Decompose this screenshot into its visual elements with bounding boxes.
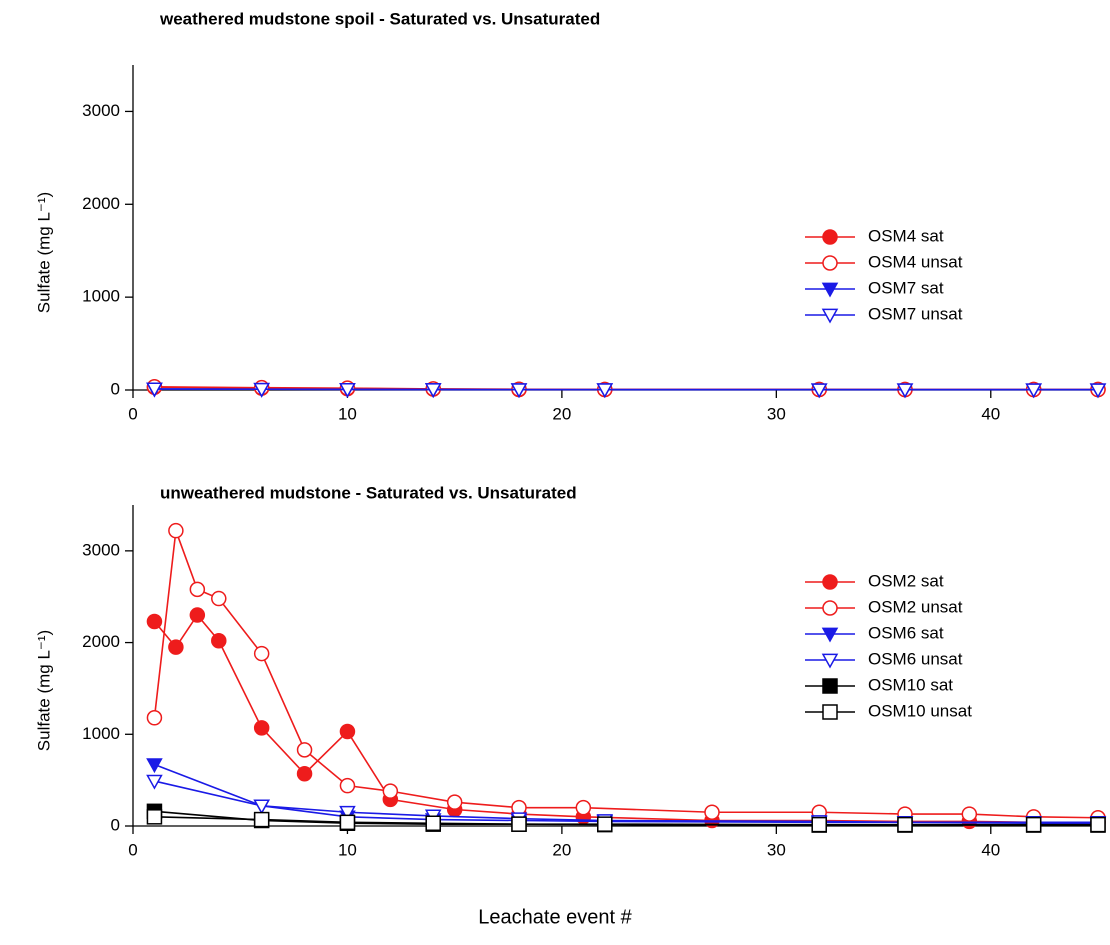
x-tick-label: 0 — [128, 840, 137, 859]
x-tick-label: 10 — [338, 404, 357, 423]
data-point — [253, 720, 270, 736]
series-line — [154, 816, 1098, 826]
data-point — [253, 799, 270, 815]
legend-label: OSM2 sat — [868, 571, 944, 590]
data-point — [253, 645, 270, 662]
legend-marker — [822, 255, 838, 271]
x-tick-label: 30 — [767, 840, 786, 859]
series-line — [154, 388, 1098, 391]
data-point — [510, 383, 528, 399]
legend-marker — [822, 229, 838, 245]
data-point — [597, 816, 613, 832]
data-point — [446, 794, 463, 810]
data-point — [339, 723, 356, 740]
y-axis-label: Sulfate (mg L⁻¹) — [34, 630, 53, 751]
legend-marker — [822, 704, 838, 720]
y-tick-label: 3000 — [82, 540, 120, 559]
y-axis-label: Sulfate (mg L⁻¹) — [34, 192, 53, 313]
legend-marker — [822, 600, 838, 616]
y-tick-label: 0 — [111, 815, 120, 834]
legend-marker — [821, 627, 839, 643]
y-tick-label: 3000 — [82, 101, 120, 120]
data-point — [296, 765, 313, 782]
legend-label: OSM7 unsat — [868, 304, 963, 323]
data-point — [296, 742, 313, 758]
data-point — [146, 774, 163, 790]
legend-label: OSM10 unsat — [868, 701, 972, 720]
legend-marker — [822, 678, 838, 694]
legend-label: OSM2 unsat — [868, 597, 963, 616]
x-tick-label: 0 — [128, 404, 137, 423]
x-tick-label: 10 — [338, 840, 357, 859]
x-tick-label: 20 — [552, 840, 571, 859]
data-point — [896, 383, 914, 399]
data-point — [511, 816, 527, 832]
data-point — [146, 758, 163, 774]
chart-title: weathered mudstone spoil - Saturated vs.… — [159, 9, 600, 28]
y-tick-label: 0 — [111, 379, 120, 398]
legend-label: OSM4 unsat — [868, 252, 963, 271]
data-point — [339, 814, 356, 831]
data-point — [810, 383, 828, 399]
data-point — [339, 383, 356, 398]
x-axis-label: Leachate event # — [478, 906, 632, 928]
data-point — [168, 522, 184, 539]
data-point — [146, 613, 163, 630]
legend-label: OSM6 unsat — [868, 649, 963, 668]
data-point — [168, 639, 184, 655]
x-tick-label: 40 — [981, 404, 1000, 423]
data-point — [211, 590, 227, 607]
y-tick-label: 1000 — [82, 724, 120, 743]
data-point — [211, 632, 227, 649]
series-line — [154, 780, 1098, 824]
data-point — [1025, 816, 1042, 833]
x-tick-label: 30 — [767, 404, 786, 423]
data-point — [382, 783, 399, 799]
y-tick-label: 2000 — [82, 194, 120, 213]
data-point — [1025, 383, 1042, 399]
legend-label: OSM10 sat — [868, 675, 953, 694]
data-point — [704, 804, 720, 820]
data-point — [189, 581, 206, 598]
legend-label: OSM4 sat — [868, 226, 944, 245]
data-point — [253, 382, 270, 398]
y-tick-label: 1000 — [82, 287, 120, 306]
x-tick-label: 40 — [981, 840, 1000, 859]
y-tick-label: 2000 — [82, 632, 120, 651]
data-point — [424, 383, 442, 399]
data-point — [146, 710, 163, 726]
data-point — [253, 811, 270, 828]
data-point — [811, 816, 827, 833]
data-point — [339, 777, 356, 794]
series-line — [153, 530, 1099, 819]
data-point — [961, 806, 978, 822]
data-point — [1089, 383, 1107, 399]
data-point — [146, 809, 163, 825]
legend-marker — [821, 308, 839, 324]
legend-marker — [821, 653, 839, 669]
data-point — [575, 799, 592, 816]
data-point — [897, 816, 913, 833]
legend-marker — [822, 574, 838, 590]
data-point — [596, 383, 614, 399]
legend-label: OSM7 sat — [868, 278, 944, 297]
legend-label: OSM6 sat — [868, 623, 944, 642]
data-point — [189, 607, 206, 623]
data-point — [1090, 816, 1106, 833]
chart-title: unweathered mudstone - Saturated vs. Uns… — [160, 483, 577, 502]
data-point — [146, 382, 163, 398]
legend-marker — [821, 282, 839, 298]
x-tick-label: 20 — [552, 404, 571, 423]
data-point — [339, 805, 356, 821]
data-point — [425, 815, 441, 831]
